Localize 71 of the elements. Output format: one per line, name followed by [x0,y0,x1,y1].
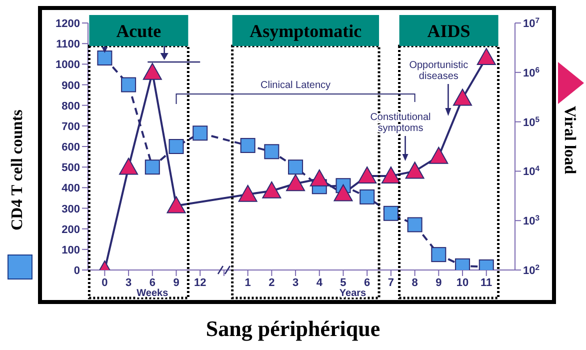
point [166,196,186,214]
y-tick-label: 600 [62,142,80,154]
x-tick-label: 8 [412,276,418,289]
x-tick-label: 3 [292,276,299,289]
annotation: Asymptomatic [250,21,362,41]
x-tick-label: 6 [149,276,156,289]
y-tick-label: 100 [62,244,80,256]
y2-tick-label: 10$^{3}$ [523,213,540,228]
y2-tick-label: 10$^{7}$ [523,16,540,30]
annotation: Opportunistic diseases [409,60,468,82]
y-tick-label: 0 [74,265,80,277]
x-tick-label: 7 [388,276,394,289]
point [192,126,208,141]
x-tick-label: 9 [436,276,442,289]
y-tick-label: 800 [62,100,80,112]
y-tick-label: 400 [62,182,80,195]
x-tick-label: 0 [102,276,108,289]
x-tick-label: 6 [364,276,370,289]
x-tick-label: 1 [244,276,251,289]
point [142,62,162,80]
point [97,50,112,66]
x-tick-label: 2 [268,276,275,289]
x-tick-label: 3 [125,276,132,289]
x-tick-label: 11 [480,276,492,289]
x-tick-label: 4 [316,276,324,289]
y2-tick-label: 10$^{6}$ [523,64,540,80]
point [334,184,353,202]
y-tick-label: 1100 [56,38,80,51]
text: Sang périphérique [206,316,380,341]
point [453,88,472,106]
y-tick-label: 700 [62,120,80,133]
point [360,189,375,204]
annotation: Acute [116,21,162,41]
x-tick-label: 10 [456,276,469,289]
point [405,162,424,179]
x-tick-label: 5 [340,276,346,289]
point [429,146,448,164]
point [381,166,400,184]
point [407,217,422,232]
y-axis-title: CD4 T cell counts [9,110,26,230]
point [240,138,256,153]
y-tick-label: 500 [62,162,80,174]
y2-tick-label: 10$^{2}$ [523,262,540,277]
point [476,48,496,66]
point [168,139,184,154]
point [286,174,306,192]
y2-axis-title: Viral load [561,106,578,174]
point [144,160,160,175]
x-tick-label: 9 [173,276,180,289]
point [264,144,280,160]
y-tick-label: 300 [62,203,80,216]
y-tick-label: 1000 [56,59,80,72]
point [383,206,398,221]
point [238,184,258,202]
text: Weeks [136,288,169,299]
y2-tick-label: 10$^{5}$ [523,114,540,129]
point [358,166,377,184]
point [121,77,136,92]
point [262,181,282,198]
point [119,158,138,175]
point [431,247,446,262]
y-tick-label: 200 [62,224,80,236]
y-tick-label: 1200 [56,18,80,30]
y-tick-label: 900 [62,80,80,92]
annotation: AIDS [427,21,470,41]
point [288,160,304,175]
point [310,169,329,186]
text: Years [339,288,367,299]
y2-tick-label: 10$^{4}$ [523,164,540,178]
annotation: Clinical Latency [260,80,331,91]
x-tick-label: 12 [194,276,206,289]
